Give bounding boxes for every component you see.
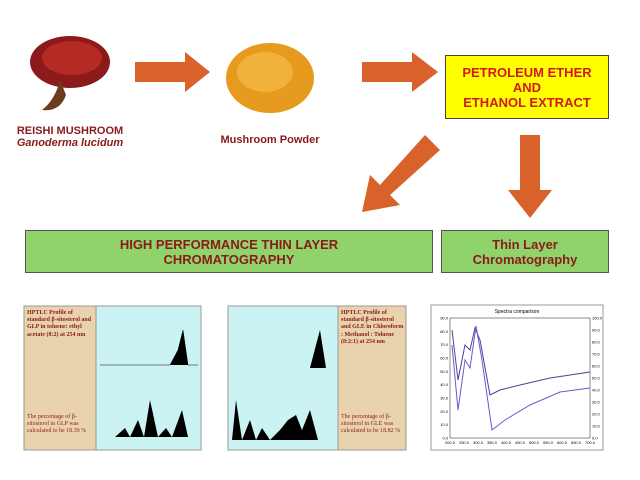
- extract-box: PETROLEUM ETHER AND ETHANOL EXTRACT: [445, 55, 609, 119]
- plot-area: [449, 317, 591, 439]
- spectrum-line: [451, 325, 591, 431]
- y-tick-label: 40.0: [440, 382, 449, 387]
- y-tick-label: 70.0: [440, 342, 449, 347]
- y2-tick-label: 90.0: [592, 328, 601, 333]
- source-label: REISHI MUSHROOM Ganoderma lucidum: [0, 125, 140, 149]
- y2-tick-label: 100.0: [592, 316, 603, 321]
- panel-result: The percentage of β-sitosterol in GLP wa…: [27, 414, 87, 435]
- extract-line: PETROLEUM ETHER: [462, 64, 592, 80]
- x-tick-label: 250.0: [459, 440, 470, 445]
- y2-tick-label: 50.0: [592, 376, 601, 381]
- x-tick-label: 200.0: [445, 440, 456, 445]
- powder-label: Mushroom Powder: [220, 134, 320, 146]
- chromatogram: [100, 329, 198, 366]
- y2-tick-label: 0.0: [592, 436, 598, 441]
- panel-result: The percentage of β-sitosterol in GLE wa…: [341, 414, 401, 435]
- hptlc-box: HIGH PERFORMANCE THIN LAYER CHROMATOGRAP…: [25, 230, 433, 273]
- chromatogram: [100, 400, 198, 437]
- tlc-line: Thin Layer: [492, 236, 558, 252]
- x-tick-label: 550.0: [543, 440, 554, 445]
- x-tick-label: 350.0: [487, 440, 498, 445]
- panel-text-bg: [337, 305, 407, 451]
- y2-tick-label: 10.0: [592, 424, 601, 429]
- y2-tick-label: 40.0: [592, 388, 601, 393]
- chromatogram: [232, 400, 336, 440]
- y2-tick-label: 20.0: [592, 412, 601, 417]
- x-tick-label: 300.0: [473, 440, 484, 445]
- mushroom-image: [30, 36, 110, 111]
- tlc-line: Chromatography: [472, 251, 578, 267]
- y-tick-label: 60.0: [440, 356, 449, 361]
- extract-line: AND: [512, 79, 542, 95]
- extract-line: ETHANOL EXTRACT: [463, 94, 591, 110]
- y-tick-label: 90.0: [440, 316, 449, 321]
- y2-tick-label: 70.0: [592, 352, 601, 357]
- hptlc-line: CHROMATOGRAPHY: [163, 251, 295, 267]
- spectrum-line: [451, 326, 591, 396]
- panel-profile: HPTLC Profile of standard β-sitosterol a…: [27, 310, 92, 338]
- x-tick-label: 400.0: [501, 440, 512, 445]
- y-tick-label: 20.0: [440, 409, 449, 414]
- y-tick-label: 30.0: [440, 396, 449, 401]
- y-tick-label: 80.0: [440, 329, 449, 334]
- arrow: [135, 52, 210, 92]
- panel-profile: HPTLC Profile of standard β-sitosterol a…: [341, 310, 404, 345]
- chromatogram-bg: [227, 305, 339, 451]
- arrow: [362, 135, 440, 212]
- y2-tick-label: 80.0: [592, 340, 601, 345]
- y-tick-label: 0.0: [442, 436, 448, 441]
- y2-tick-label: 60.0: [592, 364, 601, 369]
- x-tick-label: 500.0: [529, 440, 540, 445]
- x-tick-label: 600.0: [557, 440, 568, 445]
- tlc-box: Thin Layer Chromatography: [441, 230, 609, 273]
- y2-tick-label: 30.0: [592, 400, 601, 405]
- y-tick-label: 50.0: [440, 369, 449, 374]
- arrow: [508, 135, 552, 218]
- spectra-title: Spectra comparison: [495, 309, 540, 315]
- panel-text-bg: [23, 305, 97, 451]
- x-tick-label: 450.0: [515, 440, 526, 445]
- y-tick-label: 10.0: [440, 422, 449, 427]
- chromatogram: [232, 330, 336, 368]
- hptlc-line: HIGH PERFORMANCE THIN LAYER: [119, 236, 339, 252]
- x-tick-label: 700.0: [585, 440, 596, 445]
- source-title: REISHI MUSHROOM: [16, 125, 124, 137]
- x-tick-label: 650.0: [571, 440, 582, 445]
- source-species: Ganoderma lucidum: [16, 137, 124, 149]
- arrow: [362, 52, 438, 92]
- powder-image: [226, 43, 314, 113]
